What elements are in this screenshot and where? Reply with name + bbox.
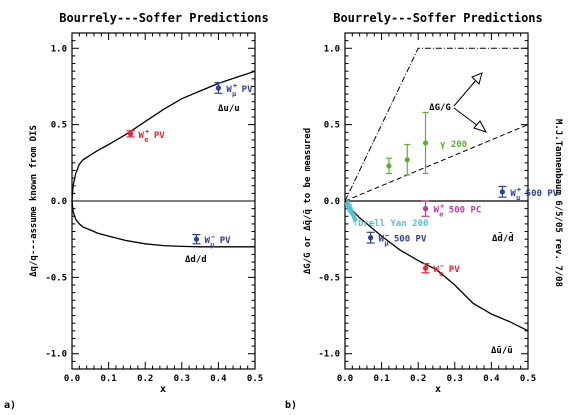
y-tick-label: 0.0	[324, 197, 340, 207]
gamma-label: γ 200	[440, 140, 467, 150]
panel-a-y-label: Δq/q---assume known from DIS	[29, 125, 39, 277]
drell-yan-point	[353, 217, 358, 222]
arrow-upper-line	[453, 78, 478, 107]
w-point-label: W+ e 500 PC	[434, 203, 482, 219]
x-tick-label: 0.5	[520, 374, 536, 384]
panel-a-x-label: x	[160, 384, 166, 395]
y-tick-label: -1.0	[318, 350, 340, 360]
gamma-point	[404, 157, 410, 163]
panel-b-series	[344, 200, 529, 332]
arrow-lower-line	[453, 107, 479, 127]
panel-a-ticks	[71, 32, 256, 370]
arrow-lower-head	[473, 120, 488, 133]
w-point	[215, 85, 221, 91]
panel-b-gluon-band	[344, 47, 529, 202]
panel-b-gamma-points	[385, 111, 429, 176]
drell-yan-label: Drell Yan 200	[358, 219, 428, 229]
panel-a-tag: a)	[4, 400, 16, 411]
x-tick-label: 0.2	[410, 374, 426, 384]
w-point-label: W− μ 500 PV	[379, 232, 427, 248]
panel-b-tick-labels: 0.0 0.1 0.2 0.3 0.4 0.5 -1.0 -0.5 0.0 0.5 1.0	[318, 44, 536, 384]
panel-a-title: Bourrely---Soffer Predictions	[59, 11, 269, 25]
x-tick-label: 0.4	[210, 374, 227, 384]
panel-b-drell-yan-points	[344, 197, 358, 226]
panel-b-points: W+ μ 500 PV W+ e 500 PC W− μ 500 PV W− e PV	[366, 186, 559, 278]
y-tick-label: 0.0	[51, 197, 67, 207]
x-tick-label: 0.3	[447, 374, 463, 384]
w-point	[127, 131, 134, 137]
series-line	[71, 70, 256, 202]
panel-a: Bourrely---Soffer Predictions 0.0 0.1 0.2 0…	[4, 11, 269, 411]
series-line	[71, 200, 255, 248]
panel-b-dbar-label: Δd̄/d̄	[492, 232, 514, 244]
w-point-label: W+ μ PV	[226, 82, 253, 98]
panel-b: Bourrely---Soffer Predictions 0.0 0.1 0.2 0…	[285, 11, 563, 411]
w-point	[499, 189, 505, 195]
x-tick-label: 0.3	[174, 374, 190, 384]
panel-b-x-label: x	[435, 384, 441, 395]
gluon-band-label: ΔG/G	[429, 103, 451, 113]
arrow-upper-head	[471, 72, 483, 85]
panel-b-title: Bourrely---Soffer Predictions	[333, 11, 543, 25]
x-tick-label: 0.1	[100, 374, 116, 384]
y-tick-label: 0.5	[51, 121, 67, 131]
gluon-lower-bound	[344, 124, 529, 202]
gluon-upper-bound	[344, 47, 528, 202]
gamma-point	[422, 140, 429, 146]
side-note: M.J.Tannenbaum 6/5/05 rev. 7/08	[553, 119, 563, 287]
panel-a-du-label: Δu/u	[218, 104, 240, 114]
y-tick-label: 1.0	[324, 44, 340, 54]
x-tick-label: 0.2	[137, 374, 153, 384]
y-tick-label: 0.5	[324, 121, 340, 131]
x-tick-label: 0.5	[247, 374, 263, 384]
w-point	[422, 265, 429, 271]
series-line	[344, 200, 529, 332]
panel-b-ticks	[344, 32, 529, 370]
panel-a-tick-labels: 0.0 0.1 0.2 0.3 0.4 0.5 -1.0 -0.5 0.0 0.5 1.0	[45, 44, 263, 384]
panel-b-y-label: ΔG/G or Δq̄/q̄ to be measured	[303, 128, 313, 274]
x-tick-label: 0.4	[483, 374, 500, 384]
panel-a-series	[71, 70, 256, 248]
panel-b-ubar-label: Δū/ū	[491, 346, 513, 356]
y-tick-label: -0.5	[45, 273, 67, 283]
gamma-point	[386, 163, 392, 169]
w-point	[422, 206, 429, 212]
w-point-label: W+ μ 500 PV	[510, 186, 558, 202]
x-tick-label: 0.0	[64, 374, 80, 384]
w-point-label: W− e PV	[434, 262, 461, 278]
y-tick-label: -1.0	[45, 350, 67, 360]
y-tick-label: -0.5	[318, 273, 340, 283]
x-tick-label: 0.0	[337, 374, 353, 384]
y-tick-label: 1.0	[51, 44, 67, 54]
w-point	[368, 235, 374, 241]
panel-a-dd-label: Δd/d	[185, 255, 207, 265]
x-tick-label: 0.1	[373, 374, 389, 384]
w-point-label: W− μ PV	[204, 233, 231, 249]
w-point	[193, 236, 200, 242]
w-point-label: W+ e PV	[139, 128, 166, 144]
panel-a-points: W+ e PV W+ μ PV W− μ PV	[126, 82, 253, 249]
panel-b-tag: b)	[285, 400, 297, 411]
